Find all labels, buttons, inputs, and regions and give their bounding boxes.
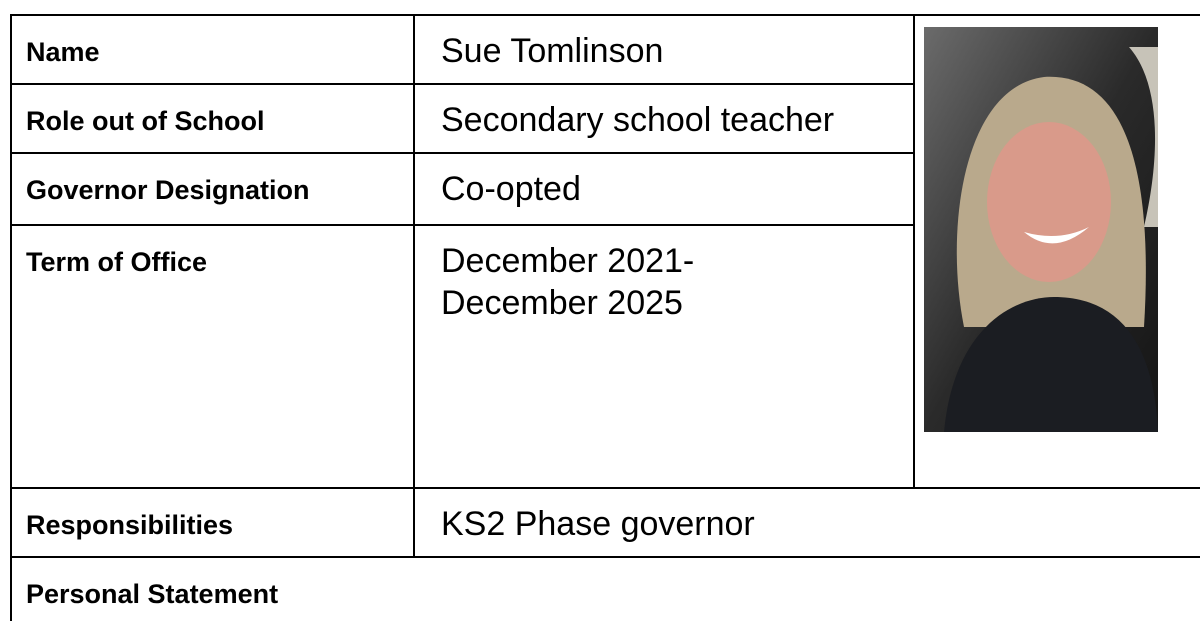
- row-value: Secondary school teacher: [413, 83, 915, 154]
- row-label: Governor Designation: [10, 152, 415, 226]
- row-label: Name: [10, 14, 415, 85]
- row-label: Responsibilities: [10, 487, 415, 558]
- photo-cell: [913, 14, 1200, 489]
- row-label: Personal Statement: [10, 556, 1200, 621]
- row-label: Role out of School: [10, 83, 415, 154]
- row-label: Term of Office: [10, 224, 415, 489]
- row-value: December 2021- December 2025: [413, 224, 915, 489]
- row-value: Sue Tomlinson: [413, 14, 915, 85]
- row-value: KS2 Phase governor: [413, 487, 1200, 558]
- row-value: Co-opted: [413, 152, 915, 226]
- value-line: December 2021-: [441, 242, 695, 280]
- value-line: December 2025: [441, 284, 683, 322]
- photo: [924, 27, 1158, 432]
